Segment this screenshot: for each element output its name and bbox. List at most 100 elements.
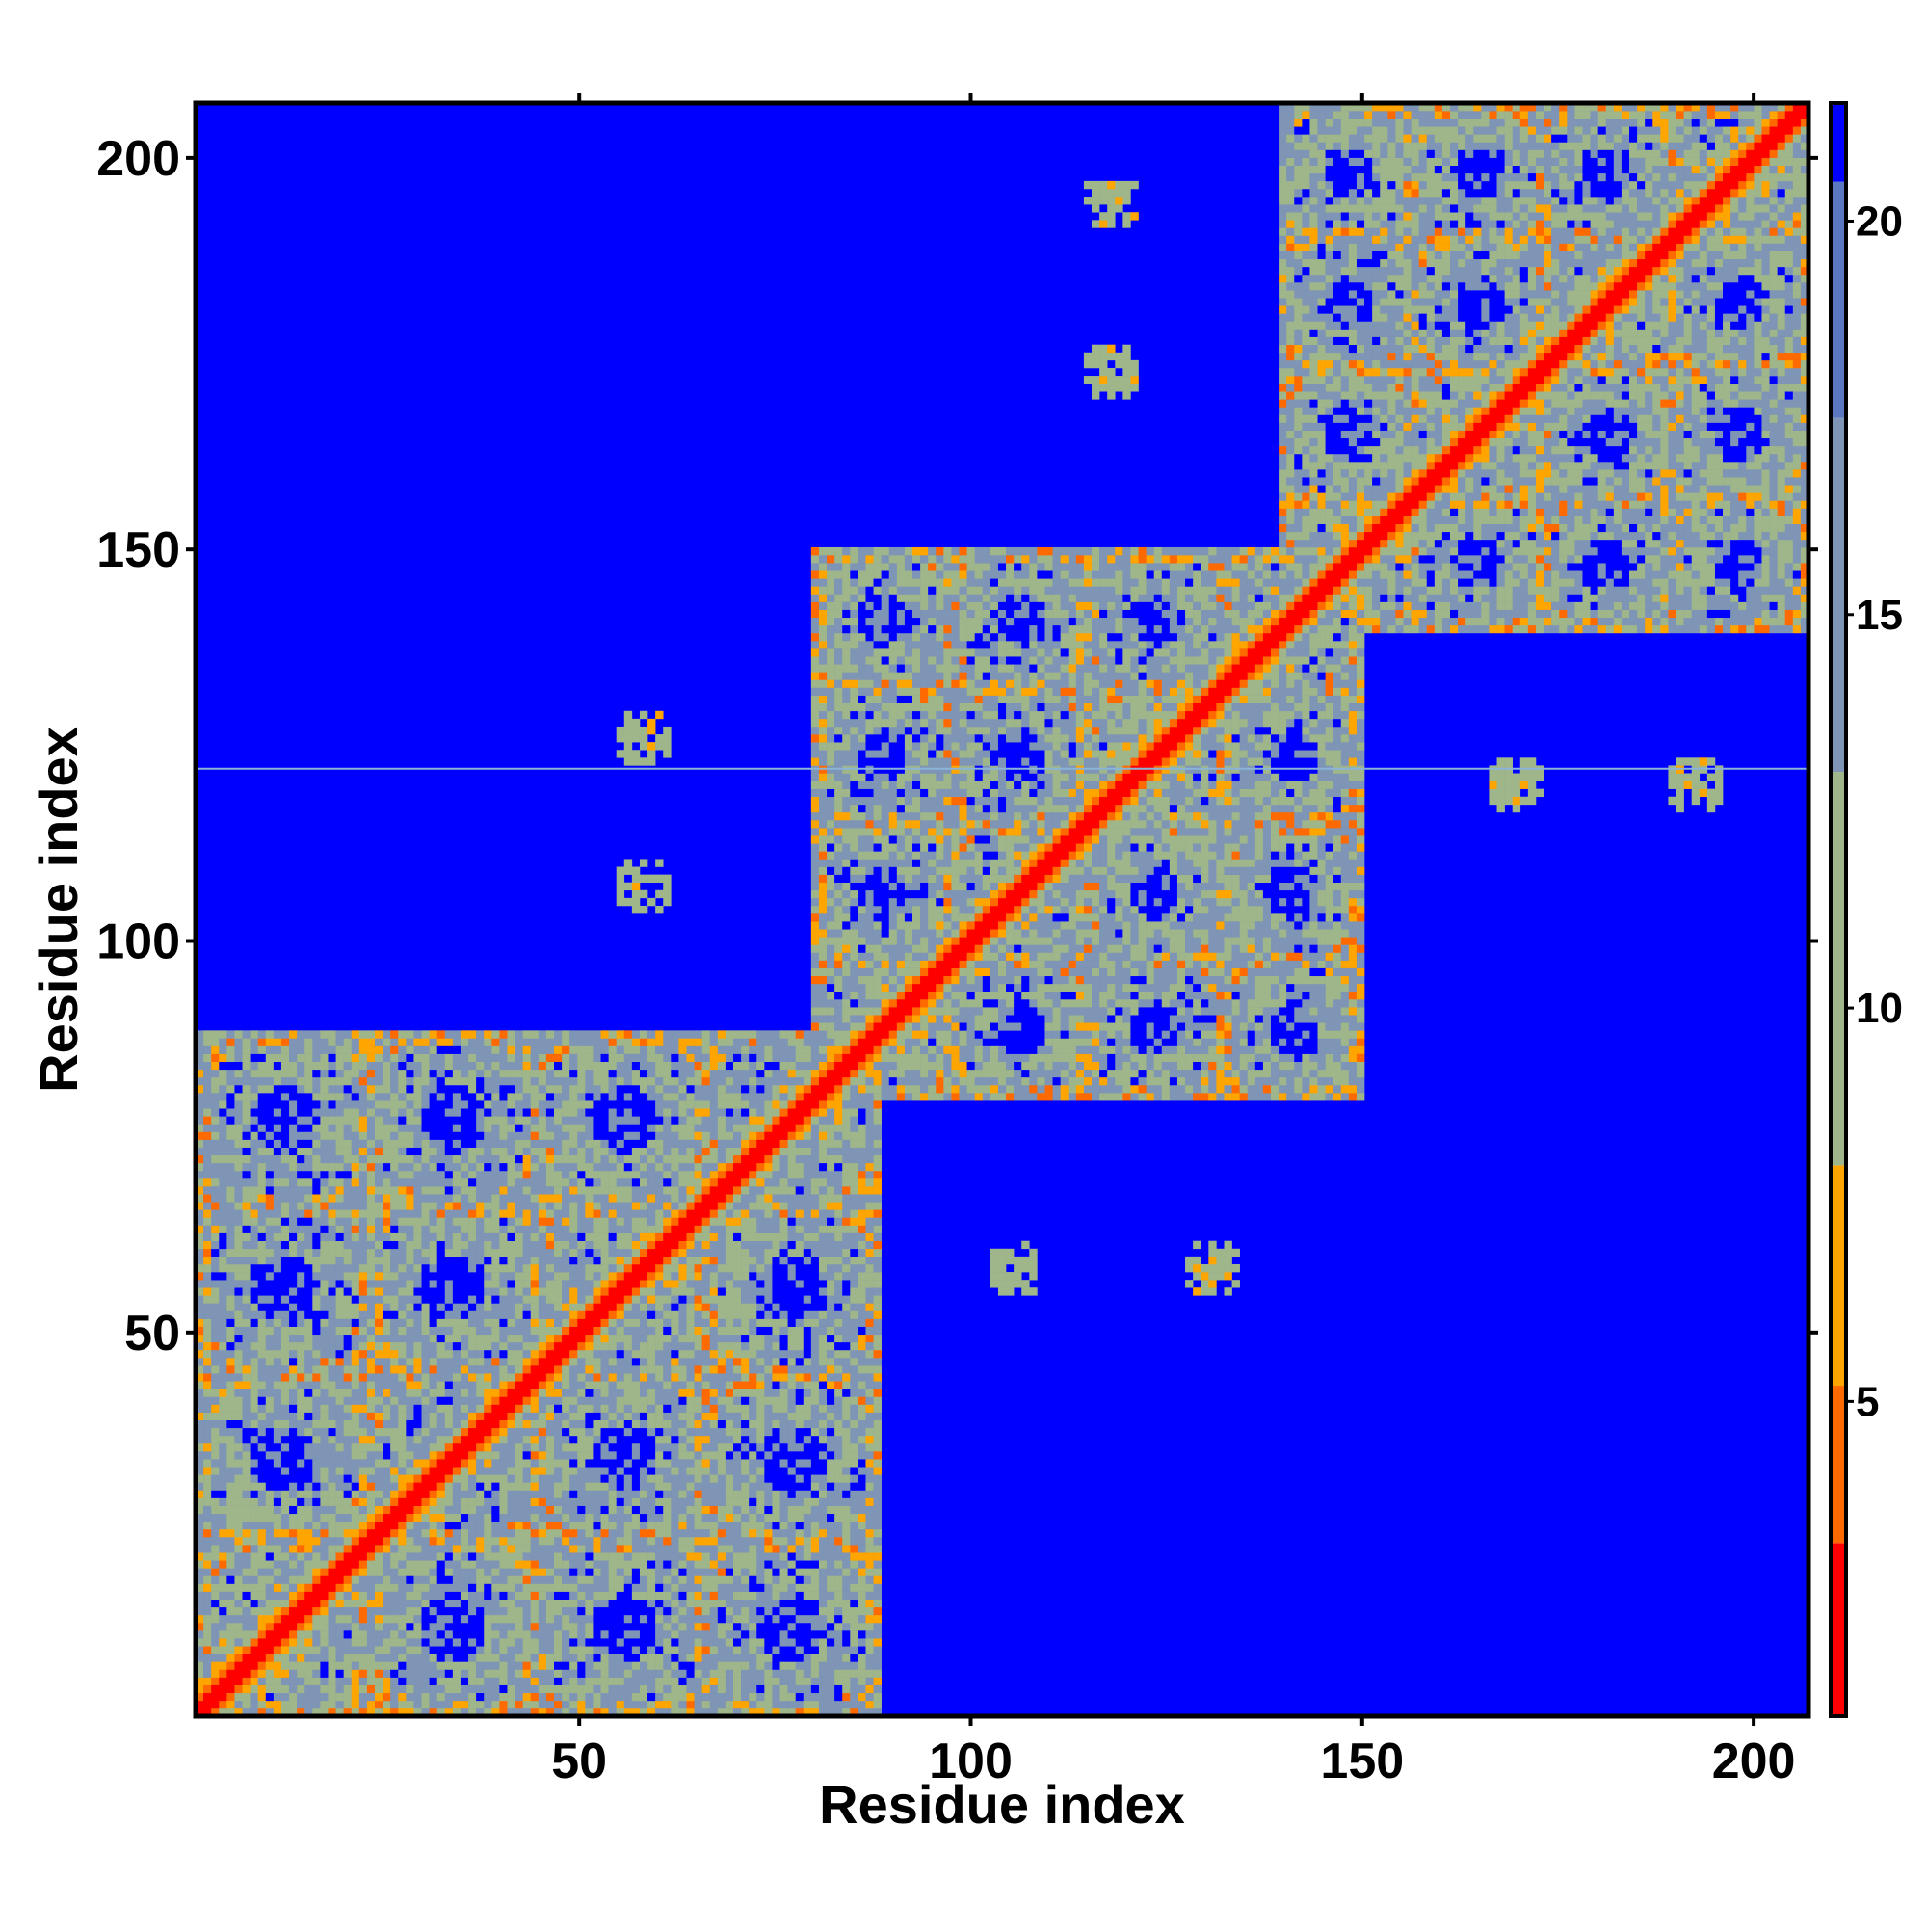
heatmap-cell	[328, 1568, 336, 1576]
heatmap-cell	[468, 1093, 477, 1101]
heatmap-cell	[491, 1334, 500, 1343]
heatmap-cell	[460, 1552, 469, 1561]
heatmap-cell	[280, 1030, 290, 1039]
heatmap-cell	[219, 1707, 227, 1717]
heatmap-cell	[250, 1093, 258, 1101]
heatmap-cell	[289, 1232, 298, 1241]
heatmap-cell	[593, 1272, 601, 1281]
heatmap-cell	[242, 1186, 251, 1195]
heatmap-cell	[358, 1654, 368, 1662]
heatmap-cell	[226, 1490, 235, 1498]
heatmap-cell	[304, 1412, 313, 1420]
heatmap-cell	[366, 1591, 376, 1600]
heatmap-cell	[289, 1209, 298, 1218]
heatmap-cell	[600, 1076, 609, 1086]
heatmap-cell	[351, 1038, 360, 1046]
heatmap-cell	[569, 1404, 578, 1413]
heatmap-cell	[476, 1654, 485, 1662]
heatmap-cell	[623, 1575, 633, 1584]
heatmap-cell	[538, 1661, 547, 1670]
heatmap-cell	[343, 1170, 353, 1179]
heatmap-cell	[226, 1591, 235, 1600]
heatmap-cell	[413, 1263, 422, 1273]
heatmap-cell	[196, 1202, 204, 1210]
heatmap-cell	[530, 1358, 540, 1366]
heatmap-cell	[196, 1069, 204, 1078]
heatmap-cell	[211, 1427, 220, 1437]
heatmap-cell	[460, 1045, 469, 1054]
heatmap-cell	[491, 1419, 500, 1429]
heatmap-cell	[444, 1404, 454, 1413]
heatmap-cell	[538, 1272, 547, 1281]
heatmap-cell	[219, 1545, 227, 1553]
heatmap-cell	[554, 1225, 563, 1233]
heatmap-cell	[398, 1599, 407, 1608]
heatmap-cell	[554, 1435, 563, 1444]
heatmap-cell	[226, 1389, 235, 1397]
heatmap-cell	[476, 1069, 485, 1078]
heatmap-cell	[343, 1147, 353, 1156]
heatmap-cell	[265, 1381, 275, 1389]
heatmap-cell	[600, 1442, 609, 1452]
heatmap-cell	[343, 1442, 353, 1452]
heatmap-cell	[569, 1326, 578, 1336]
heatmap-cell	[289, 1100, 298, 1109]
heatmap-cell	[398, 1225, 407, 1233]
heatmap-cell	[569, 1381, 578, 1389]
heatmap-cell	[585, 1654, 594, 1662]
heatmap-cell	[600, 1435, 609, 1444]
heatmap-cell	[328, 1505, 336, 1515]
heatmap-cell	[273, 1442, 282, 1452]
heatmap-cell	[468, 1178, 477, 1187]
heatmap-cell	[623, 1217, 633, 1226]
heatmap-cell	[623, 1341, 633, 1351]
heatmap-cell	[608, 1459, 617, 1468]
heatmap-cell	[280, 1194, 290, 1203]
heatmap-cell	[515, 1505, 523, 1515]
heatmap-cell	[390, 1053, 399, 1062]
heatmap-cell	[421, 1630, 430, 1639]
heatmap-cell	[515, 1038, 523, 1046]
heatmap-cell	[522, 1038, 532, 1046]
heatmap-cell	[515, 1575, 523, 1584]
heatmap-cell	[600, 1139, 609, 1148]
heatmap-cell	[257, 1591, 267, 1600]
heatmap-cell	[429, 1108, 437, 1117]
heatmap-cell	[577, 1139, 586, 1148]
heatmap-cell	[358, 1295, 368, 1304]
heatmap-cell	[616, 1334, 625, 1343]
heatmap-cell	[569, 1505, 578, 1515]
heatmap-cell	[569, 1474, 578, 1483]
heatmap-cell	[569, 1358, 578, 1366]
heatmap-cell	[203, 1599, 212, 1608]
heatmap-cell	[421, 1202, 430, 1210]
heatmap-cell	[398, 1341, 407, 1351]
heatmap-cell	[468, 1131, 477, 1140]
heatmap-cell	[476, 1116, 485, 1125]
heatmap-cell	[515, 1396, 523, 1405]
heatmap-cell	[211, 1412, 220, 1420]
heatmap-cell	[196, 1505, 204, 1515]
heatmap-cell	[460, 1272, 469, 1281]
heatmap-cell	[226, 1381, 235, 1389]
heatmap-cell	[545, 1700, 555, 1709]
heatmap-cell	[616, 1700, 625, 1709]
heatmap-cell	[398, 1131, 407, 1140]
heatmap-cell	[265, 1108, 275, 1117]
heatmap-cell	[484, 1435, 492, 1444]
heatmap-cell	[623, 1069, 633, 1078]
heatmap-cell	[484, 1482, 492, 1491]
heatmap-cell	[297, 1646, 305, 1654]
heatmap-cell	[280, 1396, 290, 1405]
heatmap-cell	[280, 1677, 290, 1685]
heatmap-cell	[585, 1310, 594, 1319]
heatmap-cell	[554, 1139, 563, 1148]
heatmap-cell	[554, 1341, 563, 1351]
heatmap-cell	[358, 1217, 368, 1226]
heatmap-cell	[530, 1427, 540, 1437]
heatmap-cell	[585, 1202, 594, 1210]
heatmap-cell	[297, 1318, 305, 1327]
heatmap-cell	[219, 1093, 227, 1101]
heatmap-cell	[484, 1139, 492, 1148]
